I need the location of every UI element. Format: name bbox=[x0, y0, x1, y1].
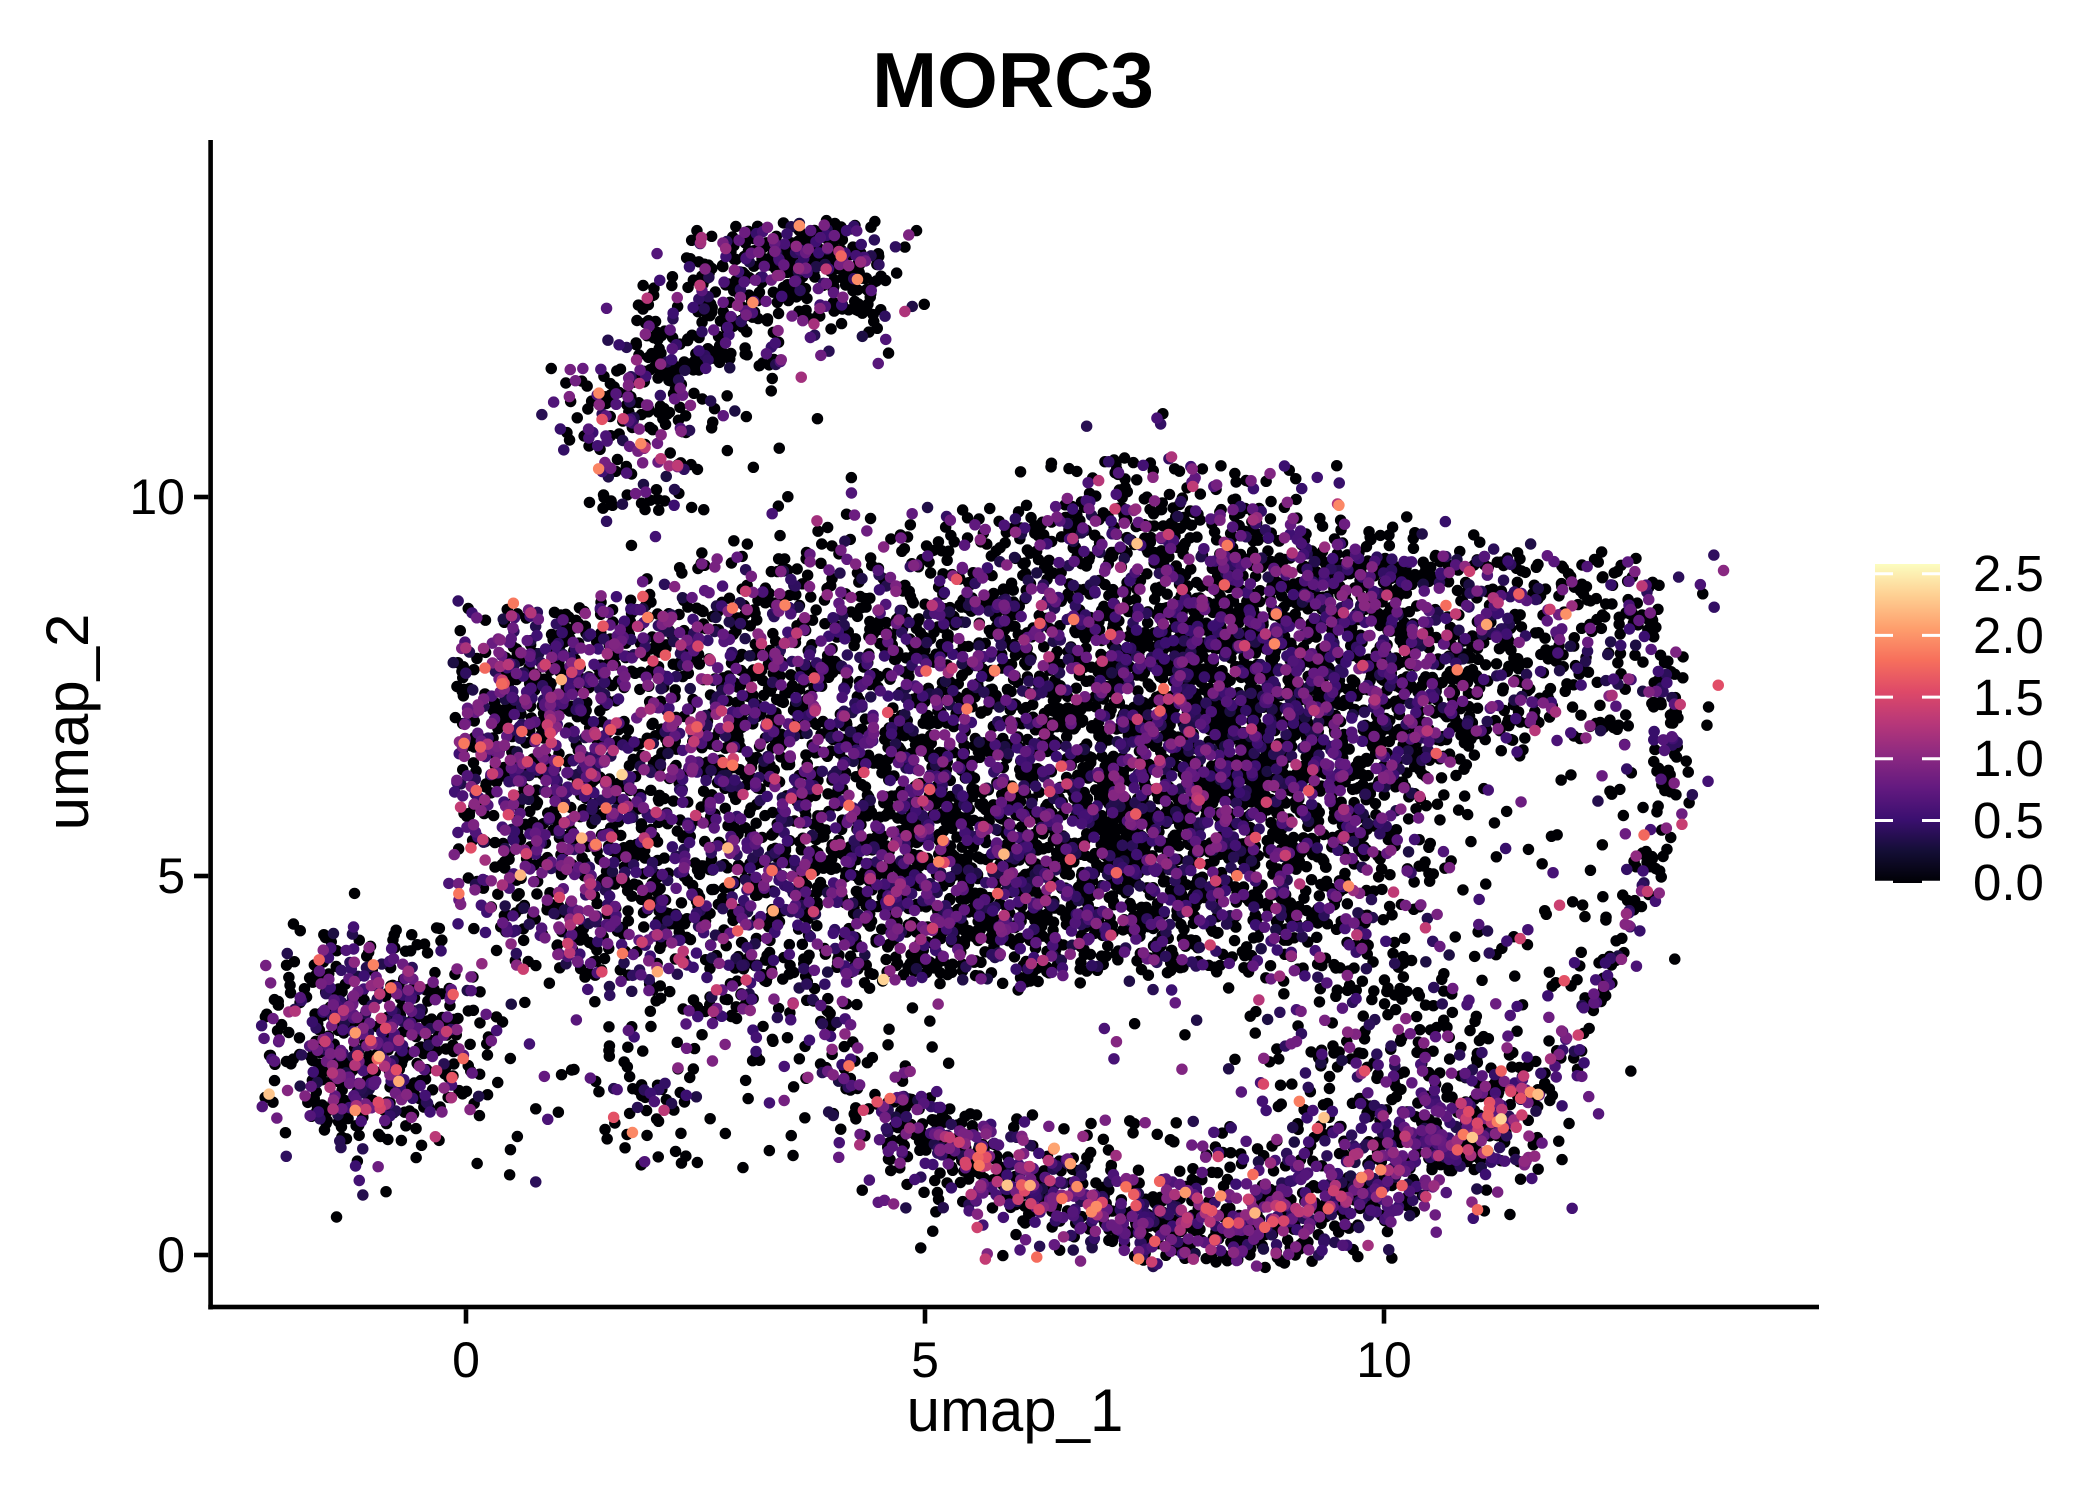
svg-text:umap_2: umap_2 bbox=[34, 614, 101, 831]
svg-text:5: 5 bbox=[157, 848, 185, 904]
svg-text:umap_1: umap_1 bbox=[907, 1377, 1124, 1444]
svg-text:1.5: 1.5 bbox=[1973, 669, 2044, 726]
svg-text:10: 10 bbox=[129, 469, 185, 525]
svg-text:0.5: 0.5 bbox=[1973, 792, 2044, 849]
svg-text:2.5: 2.5 bbox=[1973, 545, 2044, 602]
svg-text:10: 10 bbox=[1356, 1332, 1412, 1388]
svg-text:5: 5 bbox=[911, 1332, 939, 1388]
svg-text:0: 0 bbox=[157, 1227, 185, 1283]
svg-text:MORC3: MORC3 bbox=[872, 36, 1154, 124]
svg-text:0.0: 0.0 bbox=[1973, 854, 2044, 911]
svg-text:1.0: 1.0 bbox=[1973, 730, 2044, 787]
svg-text:2.0: 2.0 bbox=[1973, 607, 2044, 664]
svg-text:0: 0 bbox=[452, 1332, 480, 1388]
